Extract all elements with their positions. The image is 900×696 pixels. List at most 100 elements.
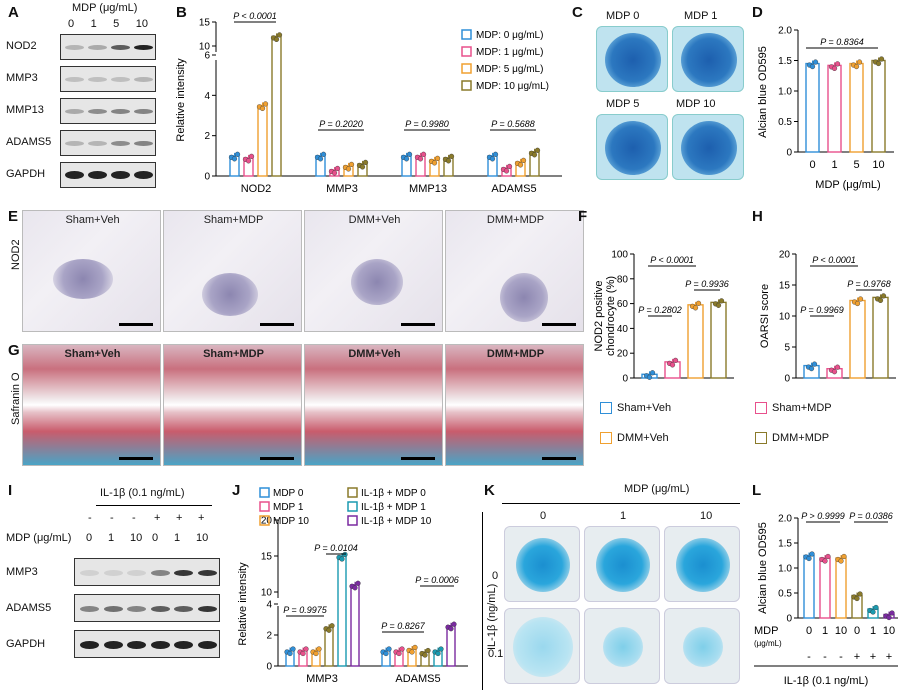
b-pvalue: P = 0.2020 bbox=[319, 119, 362, 129]
d-tick-label: 1.0 bbox=[778, 87, 792, 98]
j-legend-text: MDP 0 bbox=[273, 488, 304, 499]
b-bar-point bbox=[273, 36, 280, 43]
j-bar-point bbox=[352, 585, 358, 591]
f-tick-label: 100 bbox=[611, 250, 628, 261]
blot-band bbox=[65, 45, 84, 50]
l-il-sign: - bbox=[807, 651, 811, 663]
ihc-image: Sham+Veh bbox=[22, 210, 161, 332]
legend-text: Sham+Veh bbox=[617, 402, 672, 414]
k-row-label: IL-1β (ng/mL) bbox=[486, 583, 498, 650]
tissue-region bbox=[53, 259, 113, 299]
b-bar-point bbox=[348, 161, 355, 168]
l-il-sign: + bbox=[886, 651, 892, 663]
j-bar-point bbox=[383, 650, 389, 657]
ihc-image: DMM+MDP bbox=[445, 210, 584, 332]
blot-strip bbox=[60, 98, 156, 124]
d-xlabel: MDP (μg/mL) bbox=[815, 179, 880, 191]
k-dish bbox=[504, 608, 580, 684]
b-legend-swatch bbox=[461, 80, 472, 91]
d-tick-label: 2.0 bbox=[778, 26, 792, 37]
d-bar-point bbox=[812, 59, 819, 65]
d-tick-label: 0 bbox=[786, 148, 792, 159]
j-bar-point bbox=[435, 650, 441, 657]
k-row-value: 0 bbox=[492, 570, 499, 582]
k-col-label: 1 bbox=[620, 510, 627, 522]
j-bar bbox=[337, 555, 347, 667]
blot-band bbox=[174, 641, 193, 649]
b-bar-point bbox=[448, 153, 455, 159]
panel-label-j: J bbox=[232, 482, 241, 499]
legend-item: Sham+MDP bbox=[755, 402, 832, 414]
ihc-image-title: Sham+MDP bbox=[203, 214, 264, 226]
b-bar-point bbox=[445, 158, 452, 164]
b-legend-swatch bbox=[461, 46, 472, 57]
blot-band bbox=[111, 45, 130, 50]
b-bar-point bbox=[331, 170, 338, 176]
ihc-image: DMM+Veh bbox=[304, 210, 443, 332]
b-bar-point bbox=[362, 159, 369, 166]
b-bar-point bbox=[403, 156, 410, 162]
b-tick-label: 2 bbox=[204, 131, 210, 142]
blot-band bbox=[111, 171, 130, 179]
d-bar-point bbox=[853, 63, 860, 70]
mdp-value: 0 bbox=[152, 532, 159, 544]
l-il-sign: + bbox=[854, 651, 860, 663]
panel-label-b: B bbox=[176, 4, 187, 21]
panel-label-g: G bbox=[8, 342, 20, 359]
row-label-nod2: NOD2 bbox=[10, 239, 22, 270]
b-pvalue: P = 0.5688 bbox=[491, 119, 534, 129]
f-bar-point bbox=[672, 357, 679, 363]
il-signs: - - - + + + bbox=[80, 512, 220, 526]
l-tick-label: 1.5 bbox=[778, 539, 792, 550]
f-bar-point bbox=[649, 370, 656, 376]
k-stain bbox=[513, 617, 573, 677]
blot-band bbox=[103, 641, 123, 649]
lane-labels: 0 1 5 10 bbox=[68, 18, 148, 30]
blot-strip bbox=[74, 594, 220, 622]
l-tick-label: 0.5 bbox=[778, 589, 792, 600]
h-tick-label: 0 bbox=[784, 374, 790, 385]
b-legend-text: MDP: 0 μg/mL) bbox=[476, 30, 543, 41]
j-tick-label: 10 bbox=[261, 588, 273, 599]
j-bar-point bbox=[316, 646, 322, 652]
dish-label: MDP 1 bbox=[684, 10, 718, 22]
j-bar-point bbox=[339, 556, 345, 562]
l-mdp-label: MDP bbox=[754, 625, 778, 637]
h-pvalue: P < 0.0001 bbox=[812, 255, 855, 265]
j-tick-label: 2 bbox=[266, 631, 272, 642]
k-stain bbox=[516, 538, 570, 592]
b-bar-point bbox=[262, 101, 269, 107]
b-pvalue: P = 0.9980 bbox=[405, 119, 448, 129]
lane-label: 10 bbox=[135, 18, 148, 30]
blot-band bbox=[150, 606, 170, 612]
dish-well bbox=[672, 114, 744, 180]
scale-bar bbox=[119, 323, 153, 326]
b-bar-point bbox=[420, 151, 427, 157]
j-bar-point bbox=[409, 649, 415, 655]
b-bar-point bbox=[434, 155, 441, 161]
d-bar bbox=[827, 64, 842, 153]
b-tick-label: 0 bbox=[204, 172, 210, 183]
j-bar-point bbox=[300, 650, 306, 657]
h-tick-label: 15 bbox=[779, 281, 791, 292]
j-ylabel: Relative intensity bbox=[237, 562, 249, 646]
l-bar-point bbox=[809, 551, 815, 557]
j-bar-point bbox=[438, 646, 444, 652]
h-bar-point bbox=[834, 364, 841, 370]
blot-band bbox=[65, 109, 84, 114]
l-bar-point bbox=[886, 614, 892, 621]
blot-band bbox=[111, 77, 130, 82]
j-legend-text: MDP 10 bbox=[273, 516, 309, 527]
l-category-label: 1 bbox=[822, 625, 828, 637]
l-bar-point bbox=[857, 591, 863, 597]
blot-band bbox=[111, 141, 130, 146]
row-label-safranin: Safranin O bbox=[10, 372, 22, 425]
j-bar-point bbox=[355, 580, 361, 586]
b-tick-label: 15 bbox=[199, 18, 211, 29]
j-category-label: ADAMS5 bbox=[395, 673, 440, 685]
cartilage-nodule bbox=[605, 33, 661, 87]
safranin-image-title: Sham+MDP bbox=[203, 348, 264, 360]
b-bar-point bbox=[245, 158, 252, 164]
b-bar-point bbox=[345, 166, 352, 172]
blot-band bbox=[103, 570, 123, 576]
